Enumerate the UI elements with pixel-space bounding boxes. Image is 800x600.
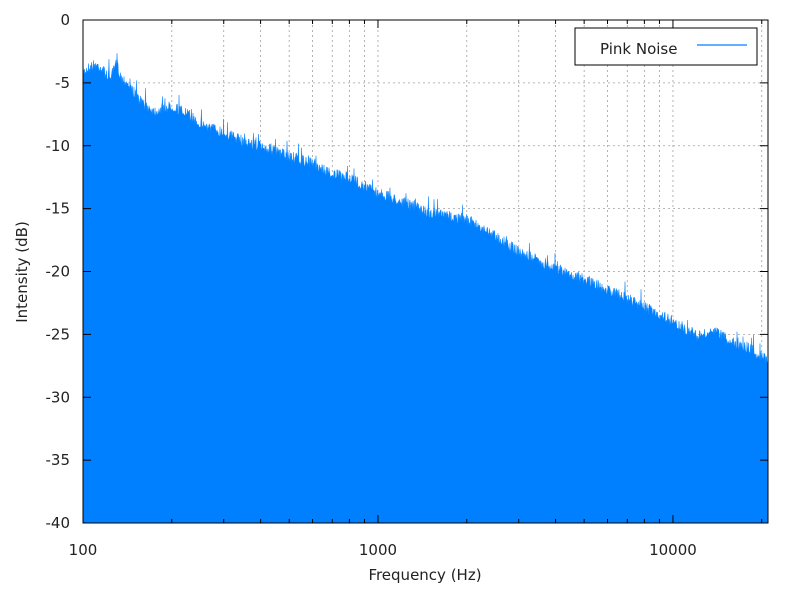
legend-box xyxy=(574,27,758,66)
legend: Pink Noise xyxy=(574,27,758,66)
x-tick-label: 100 xyxy=(69,541,98,559)
y-tick-label: -20 xyxy=(46,263,71,281)
legend-label: Pink Noise xyxy=(600,40,677,58)
y-axis-label: Intensity (dB) xyxy=(13,221,31,323)
x-tick-label: 10000 xyxy=(649,541,697,559)
y-tick-label: -5 xyxy=(55,74,70,92)
y-tick-label: -25 xyxy=(46,325,71,343)
plot-area xyxy=(82,53,769,524)
y-tick-label: -30 xyxy=(46,388,71,406)
series-area-pink-noise xyxy=(82,53,769,524)
y-tick-label: -40 xyxy=(46,514,71,532)
y-tick-label: -10 xyxy=(46,137,71,155)
y-tick-label: -35 xyxy=(46,451,71,469)
plot-frame xyxy=(82,19,769,524)
y-tick-label: -15 xyxy=(46,200,71,218)
axis-ticks: 100 1000 10000 0 -5 -10 -15 -20 -25 -30 -35 -40 xyxy=(46,11,768,559)
y-tick-label: 0 xyxy=(60,11,70,29)
x-axis-label: Frequency (Hz) xyxy=(368,566,481,584)
x-tick-label: 1000 xyxy=(359,541,397,559)
